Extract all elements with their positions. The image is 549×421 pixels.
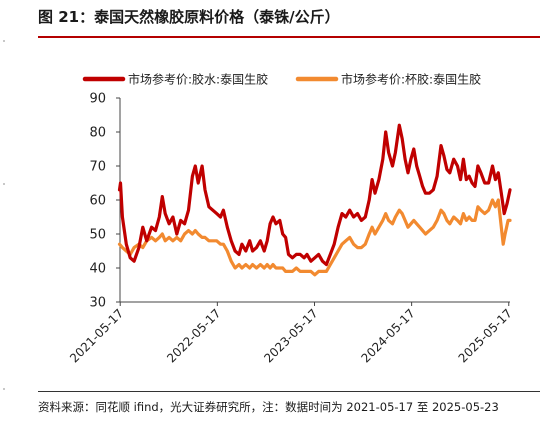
x-tick-label: 2023-05-17: [261, 306, 320, 365]
x-axis-ticks: 2021-05-17 2022-05-17 2023-05-17 2024-05-17…: [67, 302, 515, 365]
source-divider: [38, 391, 540, 392]
legend-label-latex: 市场参考价:胶水:泰国生胶: [128, 72, 268, 87]
series-line-cup-lump: [117, 198, 512, 277]
y-tick-label: 80: [89, 126, 106, 141]
legend: 市场参考价:胶水:泰国生胶 市场参考价:杯胶:泰国生胶: [82, 72, 481, 87]
x-tick-label: 2025-05-17: [456, 306, 515, 365]
legend-label-cup-lump: 市场参考价:杯胶:泰国生胶: [341, 72, 481, 87]
y-tick-label: 60: [89, 194, 106, 209]
series-lines: [117, 123, 512, 277]
series-line-latex: [117, 123, 512, 267]
x-tick-label: 2021-05-17: [67, 306, 126, 365]
margin-mark: [3, 388, 5, 390]
x-tick-label: 2022-05-17: [164, 306, 223, 365]
y-tick-label: 90: [89, 92, 106, 107]
margin-mark: [3, 183, 5, 185]
source-note: 资料来源：同花顺 ifind，光大证券研究所，注：数据时间为 2021-05-1…: [38, 400, 499, 414]
x-tick-label: 2024-05-17: [359, 306, 418, 365]
y-tick-label: 70: [89, 160, 106, 175]
y-tick-label: 40: [89, 262, 106, 277]
y-axis-ticks: 30 40 50 60 70 80 90: [89, 92, 120, 311]
y-tick-label: 30: [89, 296, 106, 311]
chart-title: 图 21：泰国天然橡胶原料价格（泰铢/公斤）: [38, 8, 340, 26]
margin-mark: [3, 40, 5, 42]
y-tick-label: 50: [89, 228, 106, 243]
title-divider: [38, 36, 540, 38]
